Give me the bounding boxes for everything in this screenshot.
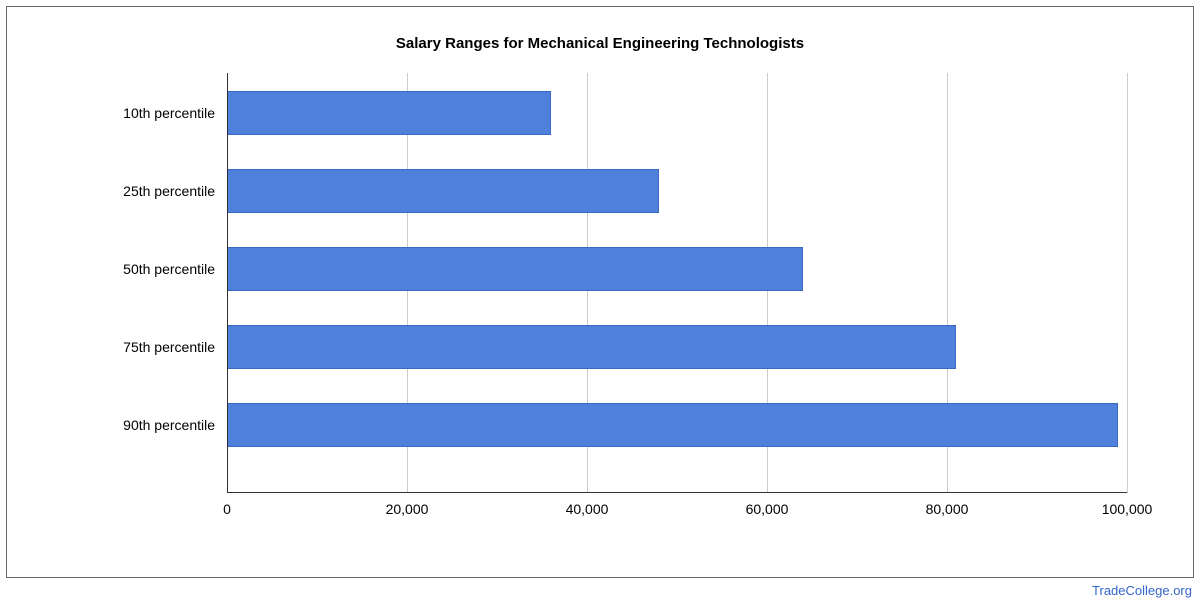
y-axis-line (227, 73, 228, 493)
y-axis-labels: 10th percentile 25th percentile 50th perce… (7, 73, 227, 493)
x-axis-label: 60,000 (746, 501, 789, 517)
x-axis-label: 20,000 (386, 501, 429, 517)
attribution-link[interactable]: TradeCollege.org (1092, 583, 1192, 598)
y-axis-label: 90th percentile (15, 403, 215, 447)
bar (227, 247, 803, 291)
x-axis-label: 80,000 (926, 501, 969, 517)
chart-frame: Salary Ranges for Mechanical Engineering… (6, 6, 1194, 578)
bar (227, 403, 1118, 447)
chart-title: Salary Ranges for Mechanical Engineering… (7, 35, 1193, 52)
y-axis-label: 10th percentile (15, 91, 215, 135)
y-axis-label: 25th percentile (15, 169, 215, 213)
bar (227, 169, 659, 213)
x-axis-label: 40,000 (566, 501, 609, 517)
y-axis-label: 50th percentile (15, 247, 215, 291)
plot-area (227, 73, 1127, 493)
y-axis-label: 75th percentile (15, 325, 215, 369)
x-axis-labels: 020,00040,00060,00080,000100,000 (227, 493, 1127, 523)
bar (227, 325, 956, 369)
bar (227, 91, 551, 135)
x-axis-label: 100,000 (1102, 501, 1153, 517)
x-axis-label: 0 (223, 501, 231, 517)
gridline (1127, 73, 1128, 493)
